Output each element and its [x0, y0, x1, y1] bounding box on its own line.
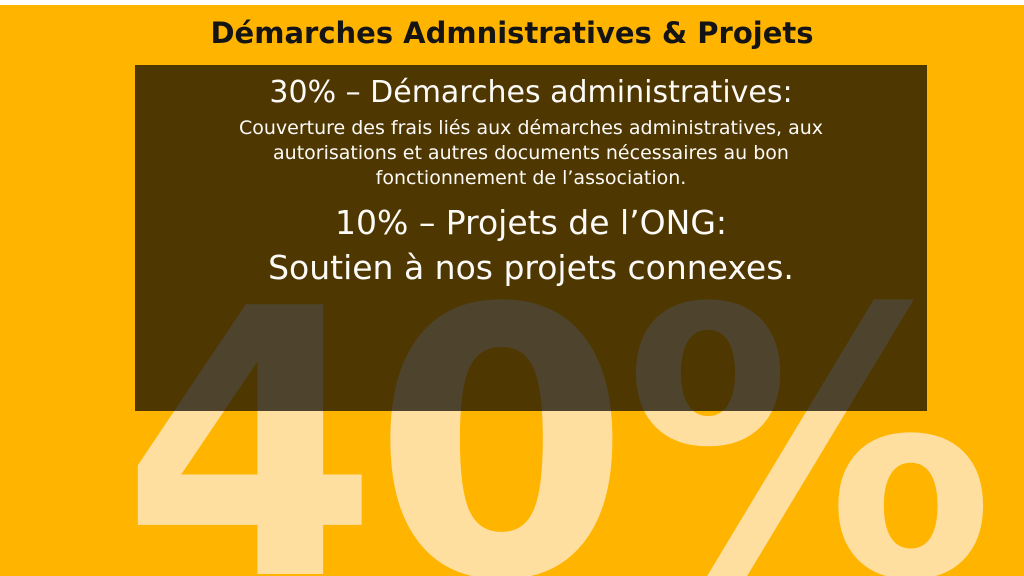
admin-section-body: Couverture des frais liés aux démarches … — [135, 116, 927, 191]
ong-section-heading-block: 10% – Projets de l’ONG: Soutien à nos pr… — [135, 200, 927, 290]
admin-body-line-2: autorisations et autres documents nécess… — [273, 142, 789, 164]
ong-section-subheading: Soutien à nos projets connexes. — [268, 248, 794, 287]
admin-body-line-3: fonctionnement de l’association. — [375, 167, 687, 189]
page-title: Démarches Admnistratives & Projets — [210, 16, 814, 50]
content-panel: 30% – Démarches administratives: Couvert… — [135, 65, 927, 411]
admin-section-heading: 30% – Démarches administratives: — [269, 75, 793, 110]
top-white-strip — [0, 0, 1024, 5]
admin-body-line-1: Couverture des frais liés aux démarches … — [238, 117, 824, 139]
ong-section-heading: 10% – Projets de l’ONG: — [334, 203, 728, 242]
